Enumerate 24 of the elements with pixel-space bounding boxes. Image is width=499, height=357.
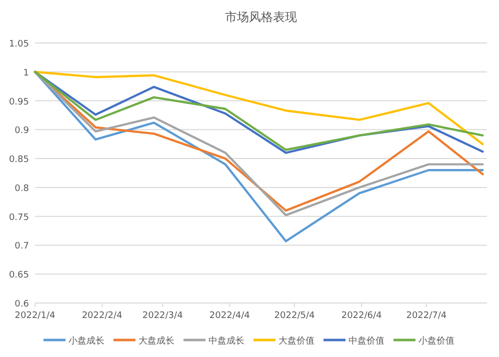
y-tick-label: 0.85 <box>8 155 29 166</box>
x-tick-label: 2022/5/4 <box>274 311 316 321</box>
legend-label: 小盘成长 <box>68 336 104 346</box>
y-tick-label: 0.8 <box>14 184 30 194</box>
legend-label: 大盘价值 <box>278 336 314 346</box>
x-tick-label: 2022/2/4 <box>82 311 123 321</box>
legend-label: 大盘成长 <box>138 336 174 346</box>
x-tick-label: 2022/6/4 <box>341 311 382 321</box>
legend-label: 中盘价值 <box>348 336 384 346</box>
y-tick-label: 0.65 <box>8 270 29 281</box>
x-tick-label: 2022/7/4 <box>406 311 447 321</box>
x-tick-label: 2022/3/4 <box>142 311 184 321</box>
y-tick-label: 1 <box>23 68 29 78</box>
y-tick-label: 0.95 <box>8 97 29 108</box>
y-tick-label: 0.9 <box>14 126 30 136</box>
legend-label: 中盘成长 <box>208 336 244 346</box>
x-tick-label: 2022/4/4 <box>209 311 250 321</box>
y-tick-label: 1.05 <box>8 40 29 50</box>
x-tick-label: 2022/1/4 <box>14 311 56 321</box>
chart-title: 市场风格表现 <box>225 10 297 24</box>
y-tick-label: 0.6 <box>14 300 30 310</box>
y-tick-label: 0.7 <box>14 242 29 252</box>
legend-label: 小盘价值 <box>418 336 454 346</box>
y-tick-label: 0.75 <box>8 212 29 223</box>
